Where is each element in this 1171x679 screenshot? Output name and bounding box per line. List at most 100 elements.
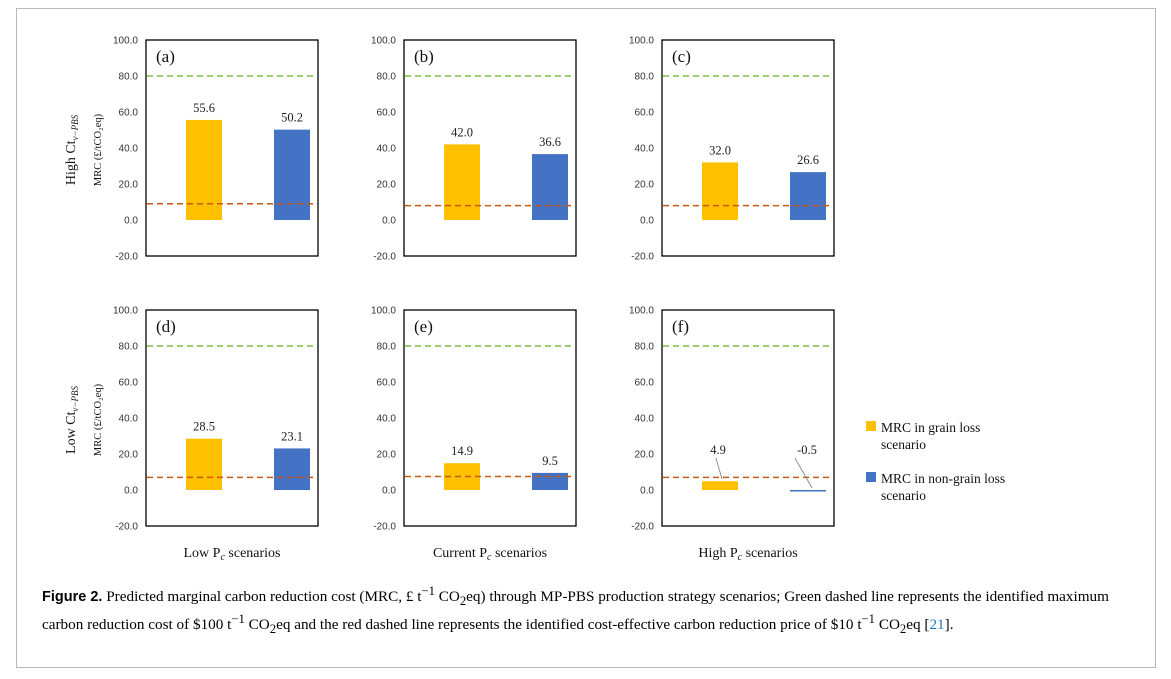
row-label-text: Low Ct bbox=[64, 411, 79, 454]
y-tick-label: 60.0 bbox=[119, 108, 139, 119]
y-tick-label: 100.0 bbox=[113, 306, 138, 317]
y-tick-label: 0.0 bbox=[124, 486, 138, 497]
caption-text: CO bbox=[875, 616, 900, 634]
caption-sup: −1 bbox=[861, 612, 876, 627]
panel-frame bbox=[403, 39, 577, 257]
panel-frame bbox=[403, 309, 577, 527]
row-label: High Ctv−PBS bbox=[64, 114, 80, 185]
x-label-suffix: scenarios bbox=[742, 546, 798, 561]
panel-frame bbox=[661, 309, 835, 527]
y-tick-label: 60.0 bbox=[119, 378, 139, 389]
panel-label: (f) bbox=[672, 317, 689, 336]
bar-value-label: 26.6 bbox=[797, 153, 819, 167]
x-axis-label: Current Pc scenarios bbox=[433, 546, 547, 563]
y-tick-label: 0.0 bbox=[640, 486, 654, 497]
panel-label: (a) bbox=[156, 47, 175, 66]
citation-link[interactable]: 21 bbox=[929, 616, 945, 634]
callout-line bbox=[715, 457, 723, 480]
x-label-text: High P bbox=[698, 546, 738, 561]
panel-label: (e) bbox=[414, 317, 433, 336]
y-tick-label: 20.0 bbox=[635, 180, 655, 191]
bar-value-label: 28.5 bbox=[193, 420, 215, 434]
caption-text: eq and the red dashed line represents th… bbox=[276, 616, 862, 634]
y-tick-label: 60.0 bbox=[635, 378, 655, 389]
bar bbox=[444, 144, 480, 220]
row-label-subscript: v−PBS bbox=[70, 114, 80, 140]
y-tick-label: -20.0 bbox=[115, 252, 138, 263]
y-tick-label: 80.0 bbox=[119, 342, 139, 353]
y-tick-label: 60.0 bbox=[377, 108, 397, 119]
bar bbox=[532, 154, 568, 220]
bar-value-label: 14.9 bbox=[451, 444, 473, 458]
legend-label: MRC in grain loss bbox=[881, 420, 980, 435]
bar-value-label: 55.6 bbox=[193, 101, 215, 115]
caption-sub: 2 bbox=[899, 622, 907, 637]
bar-value-label: 36.6 bbox=[539, 135, 561, 149]
y-tick-label: 40.0 bbox=[377, 414, 397, 425]
bar-value-label: -0.5 bbox=[797, 443, 817, 457]
y-tick-label: 80.0 bbox=[377, 72, 397, 83]
caption-text: eq [ bbox=[906, 616, 930, 634]
panel-label: (d) bbox=[156, 317, 176, 336]
panel-frame bbox=[145, 309, 319, 527]
panel-label: (b) bbox=[414, 47, 434, 66]
y-tick-label: 80.0 bbox=[635, 342, 655, 353]
y-tick-label: -20.0 bbox=[373, 252, 396, 263]
y-axis-label: MRC (£/tCO₂eq) bbox=[93, 383, 104, 456]
bar bbox=[532, 472, 568, 490]
y-tick-label: 100.0 bbox=[371, 306, 396, 317]
y-tick-label: 60.0 bbox=[377, 378, 397, 389]
figure-frame bbox=[16, 8, 1156, 668]
bar bbox=[702, 481, 738, 490]
y-tick-label: -20.0 bbox=[115, 522, 138, 533]
legend-swatch bbox=[866, 472, 876, 482]
panel-frame bbox=[145, 39, 319, 257]
legend-swatch bbox=[866, 421, 876, 431]
x-label-subscript: c bbox=[738, 552, 743, 563]
callout-line bbox=[794, 457, 813, 489]
y-tick-label: 60.0 bbox=[635, 108, 655, 119]
caption-sup: −1 bbox=[421, 584, 435, 598]
bar bbox=[790, 172, 826, 220]
x-axis-label: Low Pc scenarios bbox=[184, 546, 281, 563]
legend-label: scenario bbox=[881, 437, 926, 452]
y-tick-label: 100.0 bbox=[629, 36, 654, 47]
y-tick-label: 40.0 bbox=[119, 414, 139, 425]
y-tick-label: 40.0 bbox=[635, 144, 655, 155]
bar bbox=[186, 438, 222, 490]
x-label-text: Low P bbox=[184, 546, 221, 561]
y-axis-label: MRC (£/tCO₂eq) bbox=[93, 113, 104, 186]
y-tick-label: 40.0 bbox=[377, 144, 397, 155]
bar-value-label: 4.9 bbox=[710, 443, 726, 457]
bar-value-label: 32.0 bbox=[709, 143, 731, 157]
figure-number: Figure 2. bbox=[42, 589, 103, 606]
caption-text: Predicted marginal carbon reduction cost… bbox=[102, 588, 422, 606]
bar-value-label: 9.5 bbox=[542, 454, 558, 468]
row-label-text: High Ct bbox=[64, 140, 79, 185]
y-tick-label: -20.0 bbox=[631, 522, 654, 533]
x-label-subscript: c bbox=[487, 552, 492, 563]
y-tick-label: 100.0 bbox=[629, 306, 654, 317]
x-label-subscript: c bbox=[220, 552, 225, 563]
y-tick-label: 80.0 bbox=[119, 72, 139, 83]
bar bbox=[274, 448, 310, 490]
y-tick-label: 20.0 bbox=[119, 180, 139, 191]
bar-value-label: 50.2 bbox=[281, 111, 303, 125]
x-label-suffix: scenarios bbox=[491, 546, 547, 561]
y-tick-label: -20.0 bbox=[373, 522, 396, 533]
caption-text: CO bbox=[434, 588, 460, 606]
bar bbox=[790, 490, 826, 492]
y-tick-label: 0.0 bbox=[382, 486, 396, 497]
legend-label: MRC in non-grain loss bbox=[881, 471, 1005, 486]
x-axis-label: High Pc scenarios bbox=[698, 546, 797, 563]
y-tick-label: 0.0 bbox=[124, 216, 138, 227]
y-tick-label: 0.0 bbox=[382, 216, 396, 227]
x-label-text: Current P bbox=[433, 546, 487, 561]
y-tick-label: 100.0 bbox=[371, 36, 396, 47]
caption-sub: 2 bbox=[269, 622, 277, 637]
caption-text: ]. bbox=[944, 616, 954, 634]
y-tick-label: 80.0 bbox=[377, 342, 397, 353]
legend-label: scenario bbox=[881, 488, 926, 503]
y-tick-label: 80.0 bbox=[635, 72, 655, 83]
y-tick-label: 40.0 bbox=[119, 144, 139, 155]
